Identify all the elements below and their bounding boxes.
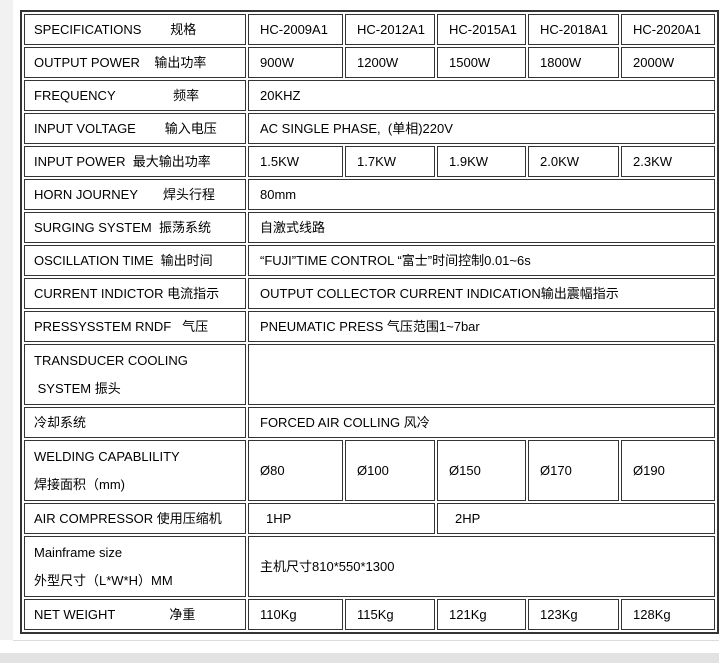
row-horn-journey: HORN JOURNEY 焊头行程 80mm — [24, 179, 715, 210]
label-input-power: INPUT POWER 最大输出功率 — [24, 146, 246, 177]
row-welding-capability: WELDING CAPABLILITY 焊接面积（mm) Ø80 Ø100 Ø1… — [24, 440, 715, 501]
row-cooling-system: 冷却系统 FORCED AIR COLLING 风冷 — [24, 407, 715, 438]
label-air-compressor: AIR COMPRESSOR 使用压缩机 — [24, 503, 246, 534]
value-cell: 1800W — [528, 47, 619, 78]
value-cell: 1.7KW — [345, 146, 435, 177]
value-cell: OUTPUT COLLECTOR CURRENT INDICATION输出震幅指… — [248, 278, 715, 309]
value-cell: 110Kg — [248, 599, 343, 630]
value-cell: 123Kg — [528, 599, 619, 630]
label-transducer-cooling: TRANSDUCER COOLING SYSTEM 振头 — [24, 344, 246, 405]
label-cooling-system: 冷却系统 — [24, 407, 246, 438]
value-cell: Ø100 — [345, 440, 435, 501]
label-welding-capability: WELDING CAPABLILITY 焊接面积（mm) — [24, 440, 246, 501]
row-transducer-cooling: TRANSDUCER COOLING SYSTEM 振头 — [24, 344, 715, 405]
row-oscillation-time: OSCILLATION TIME 输出时间 “FUJI”TIME CONTROL… — [24, 245, 715, 276]
row-input-voltage: INPUT VOLTAGE 输入电压 AC SINGLE PHASE, (单相)… — [24, 113, 715, 144]
value-cell: 2.0KW — [528, 146, 619, 177]
value-cell: Ø80 — [248, 440, 343, 501]
row-current-indictor: CURRENT INDICTOR 电流指示 OUTPUT COLLECTOR C… — [24, 278, 715, 309]
value-cell: PNEUMATIC PRESS 气压范围1~7bar — [248, 311, 715, 342]
row-specifications: SPECIFICATIONS 规格 HC-2009A1 HC-2012A1 HC… — [24, 14, 715, 45]
value-cell: AC SINGLE PHASE, (单相)220V — [248, 113, 715, 144]
value-cell: Ø150 — [437, 440, 526, 501]
value-cell: 1200W — [345, 47, 435, 78]
value-cell: 1500W — [437, 47, 526, 78]
label-oscillation-time: OSCILLATION TIME 输出时间 — [24, 245, 246, 276]
model-cell: HC-2015A1 — [437, 14, 526, 45]
specifications-page: SPECIFICATIONS 规格 HC-2009A1 HC-2012A1 HC… — [13, 0, 719, 641]
label-net-weight: NET WEIGHT 净重 — [24, 599, 246, 630]
value-cell: Ø190 — [621, 440, 715, 501]
row-press-system: PRESSYSSTEM RNDF 气压 PNEUMATIC PRESS 气压范围… — [24, 311, 715, 342]
label-mainframe-size: Mainframe size 外型尺寸（L*W*H）MM — [24, 536, 246, 597]
value-cell: Ø170 — [528, 440, 619, 501]
value-cell: 2HP — [437, 503, 715, 534]
model-cell: HC-2012A1 — [345, 14, 435, 45]
value-cell: 20KHZ — [248, 80, 715, 111]
label-press-system: PRESSYSSTEM RNDF 气压 — [24, 311, 246, 342]
label-current-indictor: CURRENT INDICTOR 电流指示 — [24, 278, 246, 309]
value-cell: 900W — [248, 47, 343, 78]
row-surging-system: SURGING SYSTEM 振荡系统 自激式线路 — [24, 212, 715, 243]
row-net-weight: NET WEIGHT 净重 110Kg 115Kg 121Kg 123Kg 12… — [24, 599, 715, 630]
value-cell-empty — [248, 344, 715, 405]
model-cell: HC-2020A1 — [621, 14, 715, 45]
label-specifications: SPECIFICATIONS 规格 — [24, 14, 246, 45]
value-cell: 1.5KW — [248, 146, 343, 177]
label-surging-system: SURGING SYSTEM 振荡系统 — [24, 212, 246, 243]
row-input-power: INPUT POWER 最大输出功率 1.5KW 1.7KW 1.9KW 2.0… — [24, 146, 715, 177]
specifications-table: SPECIFICATIONS 规格 HC-2009A1 HC-2012A1 HC… — [20, 10, 719, 634]
value-cell: 115Kg — [345, 599, 435, 630]
value-cell: 主机尺寸810*550*1300 — [248, 536, 715, 597]
label-output-power: OUTPUT POWER 输出功率 — [24, 47, 246, 78]
value-cell: 1HP — [248, 503, 435, 534]
bottom-gray-bar — [0, 653, 719, 663]
value-cell: 1.9KW — [437, 146, 526, 177]
value-cell: 121Kg — [437, 599, 526, 630]
value-cell: 自激式线路 — [248, 212, 715, 243]
value-cell: 2.3KW — [621, 146, 715, 177]
label-horn-journey: HORN JOURNEY 焊头行程 — [24, 179, 246, 210]
model-cell: HC-2009A1 — [248, 14, 343, 45]
value-cell: 2000W — [621, 47, 715, 78]
label-input-voltage: INPUT VOLTAGE 输入电压 — [24, 113, 246, 144]
row-air-compressor: AIR COMPRESSOR 使用压缩机 1HP 2HP — [24, 503, 715, 534]
row-mainframe-size: Mainframe size 外型尺寸（L*W*H）MM 主机尺寸810*550… — [24, 536, 715, 597]
label-frequency: FREQUENCY 频率 — [24, 80, 246, 111]
value-cell: 80mm — [248, 179, 715, 210]
model-cell: HC-2018A1 — [528, 14, 619, 45]
row-output-power: OUTPUT POWER 输出功率 900W 1200W 1500W 1800W… — [24, 47, 715, 78]
value-cell: 128Kg — [621, 599, 715, 630]
row-frequency: FREQUENCY 频率 20KHZ — [24, 80, 715, 111]
value-cell: FORCED AIR COLLING 风冷 — [248, 407, 715, 438]
value-cell: “FUJI”TIME CONTROL “富士”时间控制0.01~6s — [248, 245, 715, 276]
left-margin-strip — [0, 0, 13, 640]
